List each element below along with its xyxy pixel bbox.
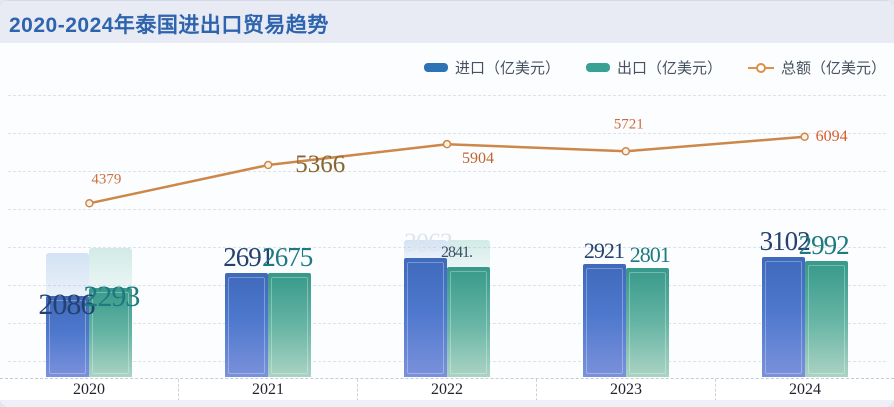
legend-label-import: 进口（亿美元） bbox=[454, 60, 560, 77]
title-bar: 2020-2024年泰国进出口贸易趋势 bbox=[0, 0, 894, 43]
export-bar-highlight bbox=[447, 240, 490, 267]
legend-item-total[interactable]: 总额（亿美元） bbox=[747, 57, 886, 78]
total-value-label: 5366 bbox=[295, 151, 345, 178]
import-bar-highlight bbox=[46, 253, 90, 297]
bar-inset-outline bbox=[628, 272, 666, 374]
import-value-label: 3063 bbox=[404, 228, 453, 258]
bottom-strip bbox=[0, 400, 894, 407]
import-bar-2022[interactable] bbox=[404, 258, 447, 377]
total-point-2020[interactable] bbox=[85, 199, 94, 208]
import-value-label: 2086 bbox=[38, 288, 95, 322]
x-axis-label-2023: 2023 bbox=[537, 379, 716, 401]
export-value-label: 2293 bbox=[83, 280, 140, 314]
total-point-2022[interactable] bbox=[442, 139, 452, 149]
legend: 进口（亿美元） 出口（亿美元） 总额（亿美元） bbox=[423, 57, 886, 78]
x-axis-label-2021: 2021 bbox=[179, 379, 358, 401]
export-value-label: 2675 bbox=[262, 242, 313, 273]
gridline bbox=[8, 247, 886, 248]
chart-title: 2020-2024年泰国进出口贸易趋势 bbox=[9, 14, 329, 37]
bar-inset-outline bbox=[407, 262, 444, 374]
legend-label-export: 出口（亿美元） bbox=[616, 60, 722, 77]
import-value-label: 2921 bbox=[583, 237, 625, 263]
export-value-label: 2992 bbox=[798, 230, 850, 261]
bar-inset-outline bbox=[450, 270, 487, 374]
bar-inset-outline bbox=[92, 292, 130, 374]
import-value-label: 3102 bbox=[759, 225, 811, 256]
gridline bbox=[8, 133, 886, 134]
chart-body: 进口（亿美元） 出口（亿美元） 总额（亿美元） 4379 5366 5904 5721… bbox=[0, 43, 894, 407]
x-axis-label-2020: 2020 bbox=[0, 379, 179, 401]
total-legend-marker-icon bbox=[747, 62, 774, 73]
total-point-2023[interactable] bbox=[621, 147, 631, 156]
export-bar-2020[interactable] bbox=[89, 288, 133, 377]
gridline bbox=[8, 171, 886, 172]
import-value-label: 2691 bbox=[223, 241, 274, 272]
total-point-2024[interactable] bbox=[800, 132, 809, 142]
import-bar-2024[interactable] bbox=[761, 256, 805, 377]
total-value-label: 5721 bbox=[614, 116, 644, 132]
export-value-label: 2841. bbox=[441, 243, 473, 261]
bar-inset-outline bbox=[271, 277, 309, 374]
bar-inset-outline bbox=[807, 265, 845, 374]
export-value-label: 2801 bbox=[629, 242, 671, 268]
import-legend-marker-icon bbox=[423, 63, 448, 72]
import-bar-2021[interactable] bbox=[225, 272, 269, 377]
total-value-label: 5904 bbox=[462, 150, 494, 167]
legend-label-total: 总额（亿美元） bbox=[780, 60, 886, 77]
legend-item-import[interactable]: 进口（亿美元） bbox=[423, 57, 560, 78]
legend-item-export[interactable]: 出口（亿美元） bbox=[585, 57, 722, 78]
total-line-chart[interactable]: 4379 5366 5904 5721 6094 bbox=[0, 43, 894, 407]
bar-inset-outline bbox=[228, 276, 266, 374]
x-axis-label-2022: 2022 bbox=[358, 379, 537, 401]
import-bar-2020[interactable] bbox=[46, 296, 90, 377]
bar-inset-outline bbox=[764, 260, 802, 374]
export-bar-2024[interactable] bbox=[804, 261, 848, 377]
export-bar-2022[interactable] bbox=[447, 266, 490, 377]
x-axis: 2020 2021 2022 2023 2024 bbox=[0, 378, 894, 401]
total-point-2021[interactable] bbox=[263, 160, 273, 170]
total-legend-dot-icon bbox=[755, 62, 766, 73]
import-bar-2023[interactable] bbox=[582, 263, 626, 377]
export-bar-highlight bbox=[89, 248, 133, 289]
gridline bbox=[8, 95, 886, 96]
bar-inset-outline bbox=[49, 300, 87, 374]
x-axis-label-2024: 2024 bbox=[789, 381, 821, 398]
gridline bbox=[8, 209, 886, 210]
export-bar-2023[interactable] bbox=[625, 268, 669, 377]
export-bar-2021[interactable] bbox=[268, 273, 312, 377]
total-value-label: 6094 bbox=[816, 128, 848, 145]
import-bar-highlight bbox=[404, 240, 447, 259]
bar-inset-outline bbox=[585, 267, 623, 374]
total-value-label: 4379 bbox=[91, 171, 121, 187]
export-legend-marker-icon bbox=[585, 63, 610, 72]
